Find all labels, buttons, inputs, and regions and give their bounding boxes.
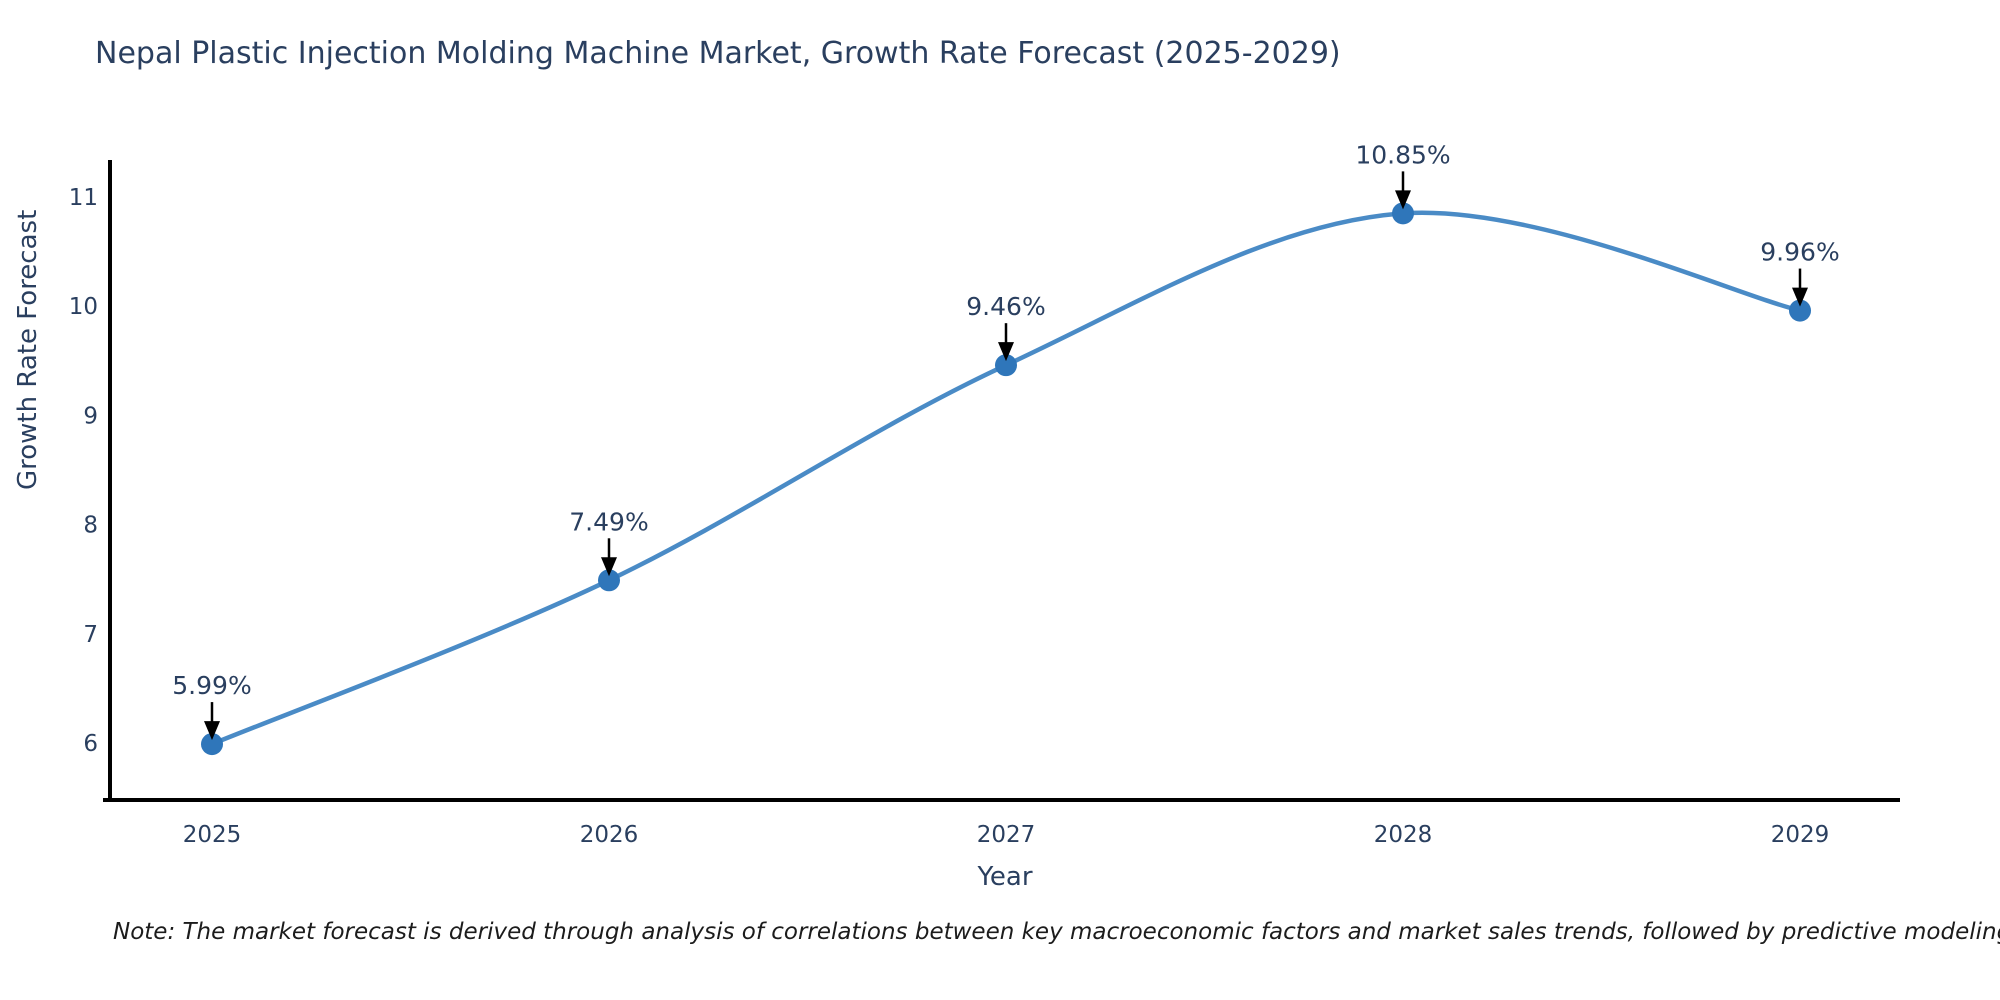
x-tick-label: 2025: [183, 822, 242, 848]
y-axis-title: Growth Rate Forecast: [13, 209, 43, 490]
data-point-label: 5.99%: [172, 671, 251, 700]
x-axis-title: Year: [977, 862, 1033, 892]
data-point-label: 9.96%: [1760, 238, 1839, 267]
data-point-label: 10.85%: [1355, 140, 1450, 169]
y-tick-label: 11: [69, 185, 98, 211]
annotation-arrowhead: [204, 721, 220, 741]
data-point-marker[interactable]: [201, 733, 223, 756]
data-point-marker[interactable]: [598, 569, 620, 592]
x-tick-label: 2029: [1771, 822, 1830, 848]
data-point-label: 9.46%: [966, 292, 1045, 321]
annotation-arrowhead: [998, 342, 1014, 362]
data-point-marker[interactable]: [1789, 299, 1811, 322]
x-tick-label: 2028: [1374, 822, 1433, 848]
data-point-marker[interactable]: [995, 354, 1017, 377]
y-tick-label: 7: [83, 622, 98, 648]
annotation-arrowhead: [1395, 190, 1411, 210]
y-tick-label: 8: [83, 513, 98, 539]
y-tick-label: 9: [83, 403, 98, 429]
data-point-marker[interactable]: [1392, 202, 1414, 225]
data-point-label: 7.49%: [569, 507, 648, 536]
y-tick-label: 6: [83, 731, 98, 757]
x-tick-label: 2027: [977, 822, 1036, 848]
annotation-arrowhead: [1792, 287, 1808, 307]
y-tick-label: 10: [69, 294, 98, 320]
x-tick-label: 2026: [580, 822, 639, 848]
chart-title: Nepal Plastic Injection Molding Machine …: [95, 36, 1341, 71]
annotation-arrowhead: [601, 557, 617, 577]
chart-note: Note: The market forecast is derived thr…: [113, 919, 2000, 945]
